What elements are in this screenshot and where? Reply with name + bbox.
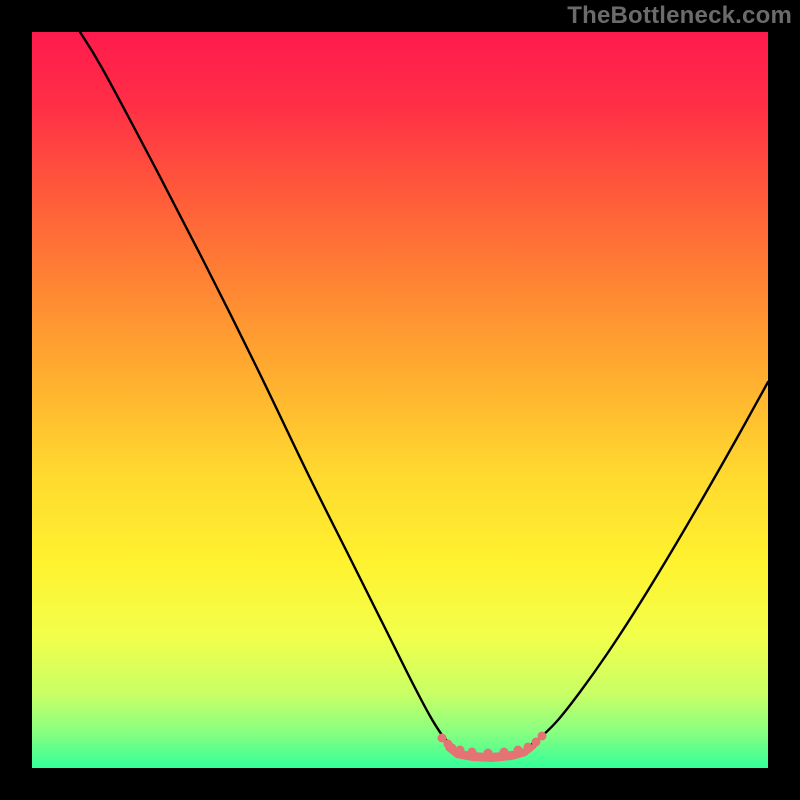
plot-area	[32, 32, 768, 768]
gradient-background	[32, 32, 768, 768]
watermark-text: TheBottleneck.com	[567, 2, 792, 30]
chart-frame: TheBottleneck.com	[0, 0, 800, 800]
